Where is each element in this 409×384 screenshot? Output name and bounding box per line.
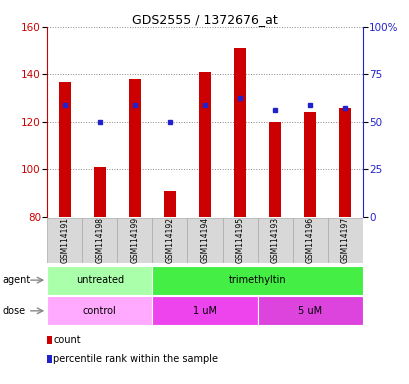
Bar [234, 48, 246, 217]
Bar [257, 296, 362, 325]
Text: GDS2555 / 1372676_at: GDS2555 / 1372676_at [132, 13, 277, 26]
Bar [82, 218, 117, 263]
Text: GSM114198: GSM114198 [95, 217, 104, 263]
Text: agent: agent [2, 275, 30, 285]
Bar [163, 191, 175, 217]
Bar [117, 218, 152, 263]
Text: control: control [83, 306, 116, 316]
Bar [257, 218, 292, 263]
Text: GSM114196: GSM114196 [305, 217, 314, 263]
Bar [268, 122, 281, 217]
Text: GSM114193: GSM114193 [270, 217, 279, 263]
Bar [292, 218, 327, 263]
Text: trimethyltin: trimethyltin [228, 275, 286, 285]
Text: 1 uM: 1 uM [193, 306, 216, 316]
Bar [187, 218, 222, 263]
Text: GSM114192: GSM114192 [165, 217, 174, 263]
Bar [93, 167, 106, 217]
Text: GSM114194: GSM114194 [200, 217, 209, 263]
Text: dose: dose [2, 306, 25, 316]
Bar [152, 266, 362, 295]
Text: 5 uM: 5 uM [297, 306, 321, 316]
Text: GSM114199: GSM114199 [130, 217, 139, 263]
Text: GSM114197: GSM114197 [340, 217, 349, 263]
Text: GSM114191: GSM114191 [60, 217, 69, 263]
Bar [152, 218, 187, 263]
Bar [222, 218, 257, 263]
Text: untreated: untreated [76, 275, 124, 285]
Bar [303, 113, 316, 217]
Bar [47, 266, 152, 295]
Text: percentile rank within the sample: percentile rank within the sample [53, 354, 218, 364]
Bar [327, 218, 362, 263]
Bar [152, 296, 257, 325]
Bar [198, 72, 211, 217]
Text: count: count [53, 335, 81, 345]
Bar [47, 296, 152, 325]
Bar [47, 218, 82, 263]
Text: GSM114195: GSM114195 [235, 217, 244, 263]
Bar [338, 108, 351, 217]
Bar [58, 81, 71, 217]
Bar [128, 79, 141, 217]
